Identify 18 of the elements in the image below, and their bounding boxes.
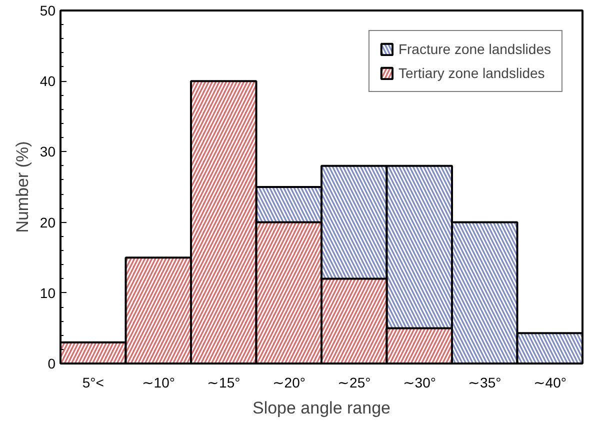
y-tick-label: 10 xyxy=(40,284,56,301)
x-axis-title: Slope angle range xyxy=(252,398,391,418)
y-tick-label: 40 xyxy=(40,73,56,90)
y-axis-title: Number (%) xyxy=(12,141,32,233)
legend-label: Fracture zone landslides xyxy=(398,41,551,57)
y-tick-label: 20 xyxy=(40,214,56,230)
x-tick-label: ∼30° xyxy=(402,374,436,390)
y-tick-label: 50 xyxy=(40,2,56,18)
x-tick-label: ∼35° xyxy=(468,374,502,390)
x-tick-label: ∼40° xyxy=(533,374,566,390)
y-tick-label: 30 xyxy=(40,144,56,160)
x-tick-label: ∼10° xyxy=(142,374,175,390)
y-tick-label: 0 xyxy=(48,356,56,372)
x-tick-label: 5°< xyxy=(82,374,104,390)
legend-label: Tertiary zone landslides xyxy=(398,65,545,81)
x-tick-label: ∼25° xyxy=(338,374,371,390)
x-tick-label: ∼15° xyxy=(207,374,240,390)
x-tick-label: ∼20° xyxy=(272,374,306,390)
